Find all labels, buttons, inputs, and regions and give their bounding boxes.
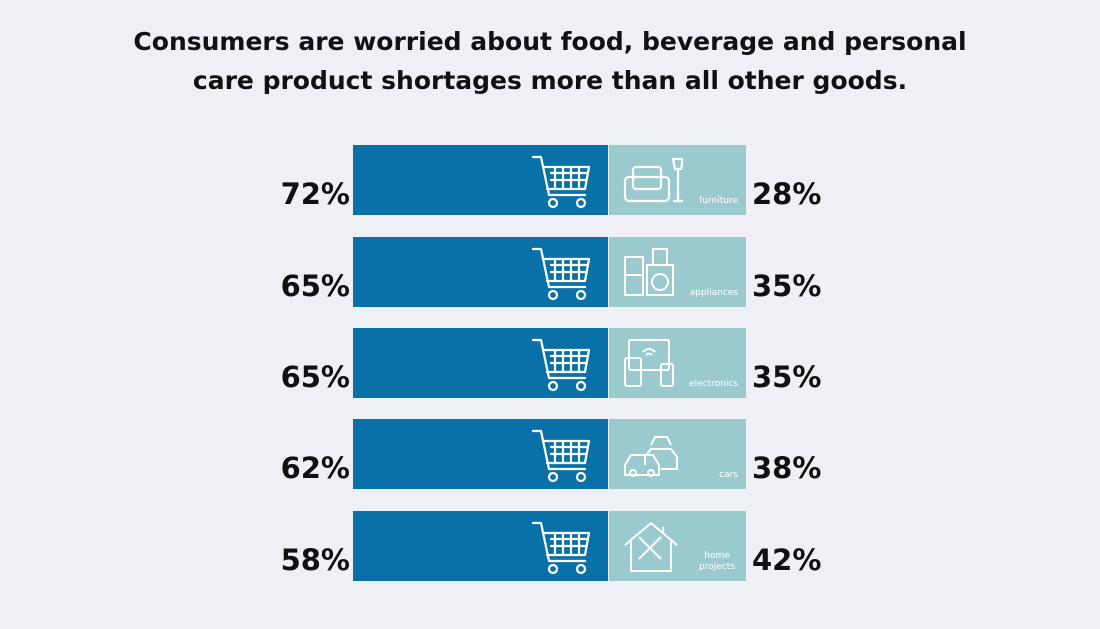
left-percent: 65% [280,269,350,303]
right-box: home projects [609,511,746,581]
right-box: cars [609,419,746,489]
category-label: appliances [689,288,738,298]
cart-icon [531,429,591,483]
left-bar [353,237,608,307]
category-label: furniture [699,196,738,206]
right-box: appliances [609,237,746,307]
cart-icon [531,338,591,392]
row: cars 62% 38% [0,419,1100,489]
right-percent: 35% [752,269,822,303]
cart-icon [531,521,591,575]
cart-icon [531,155,591,209]
category-icon [623,157,683,203]
right-box: electronics [609,328,746,398]
right-percent: 35% [752,360,822,394]
left-percent: 58% [280,543,350,577]
left-bar [353,145,608,215]
left-bar [353,328,608,398]
row: home projects 58% 42% [0,511,1100,581]
category-label: electronics [689,379,738,389]
right-percent: 28% [752,177,822,211]
row: furniture 72% 28% [0,145,1100,215]
category-label: home projects [699,551,735,572]
right-percent: 38% [752,451,822,485]
category-icon [624,339,674,387]
left-percent: 65% [280,360,350,394]
cart-icon [531,247,591,301]
left-bar [353,511,608,581]
title: Consumers are worried about food, bevera… [133,27,967,95]
left-bar [353,419,608,489]
right-box: furniture [609,145,746,215]
row: appliances 65% 35% [0,237,1100,307]
category-icon [624,248,674,296]
category-label: cars [719,470,738,480]
row: electronics 65% 35% [0,328,1100,398]
category-icon [624,436,678,477]
category-icon [624,521,678,572]
right-percent: 42% [752,543,822,577]
left-percent: 62% [280,451,350,485]
left-percent: 72% [280,177,350,211]
